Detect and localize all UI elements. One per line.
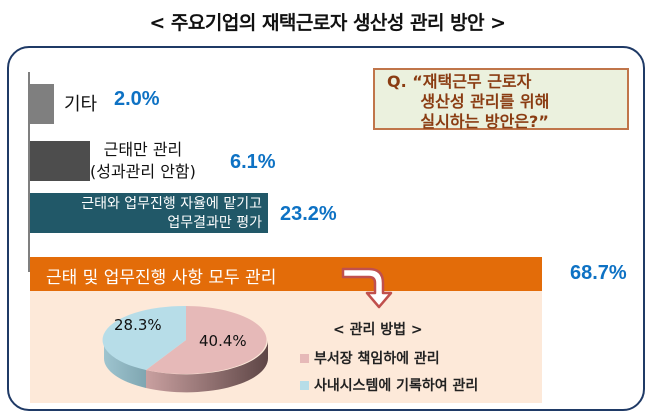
- bar-other: [30, 84, 54, 124]
- legend-item-system: 사내시스템에 기록하여 관리: [300, 375, 478, 395]
- legend-label: 사내시스템에 기록하여 관리: [314, 378, 479, 394]
- bar-axis: [28, 72, 30, 272]
- label-line: 근태와 업무진행 자율에 맡기고: [81, 196, 262, 212]
- bar-label-other: 기타: [64, 94, 98, 115]
- legend-swatch-pink: [300, 353, 309, 363]
- question-line: 생산성 관리를 위해: [387, 92, 550, 111]
- bar-value-other: 2.0%: [114, 88, 160, 110]
- bar-manage-all: [30, 257, 542, 291]
- label-line: 업무결과만 평가: [167, 215, 262, 231]
- bar-label-manage-all: 근태 및 업무진행 사항 모두 관리: [46, 268, 277, 288]
- chart-frame: [7, 46, 645, 411]
- pie-label-system: 28.3%: [114, 316, 162, 334]
- bar-results-only: [30, 193, 268, 233]
- label-line: 근태만 관리: [103, 140, 183, 159]
- legend-item-manager: 부서장 책임하에 관리: [300, 348, 440, 368]
- question-line: Q. “재택근무 근로자: [387, 72, 532, 91]
- pie-chart: [102, 305, 269, 393]
- legend-swatch-blue: [300, 380, 309, 390]
- page-title: < 주요기업의 재택근로자 생산성 관리 방안 >: [149, 12, 506, 34]
- label-line: (성과관리 안함): [90, 162, 196, 181]
- legend-label: 부서장 책임하에 관리: [314, 351, 440, 367]
- legend-title: < 관리 방법 >: [333, 322, 423, 338]
- question-line: 실시하는 방안은?”: [387, 112, 549, 131]
- bar-value-results-only: 23.2%: [280, 203, 337, 225]
- bar-value-manage-all: 68.7%: [570, 262, 627, 284]
- bar-value-attendance-only: 6.1%: [230, 151, 276, 173]
- bar-label-attendance-only: 근태만 관리 (성과관리 안함): [90, 139, 196, 183]
- pie-label-manager: 40.4%: [199, 332, 247, 350]
- bar-label-results-only: 근태와 업무진행 자율에 맡기고 업무결과만 평가: [34, 195, 262, 233]
- question-box: Q. “재택근무 근로자 생산성 관리를 위해 실시하는 방안은?”: [373, 68, 629, 131]
- bent-arrow-icon: [341, 267, 393, 309]
- bar-attendance-only: [30, 141, 90, 181]
